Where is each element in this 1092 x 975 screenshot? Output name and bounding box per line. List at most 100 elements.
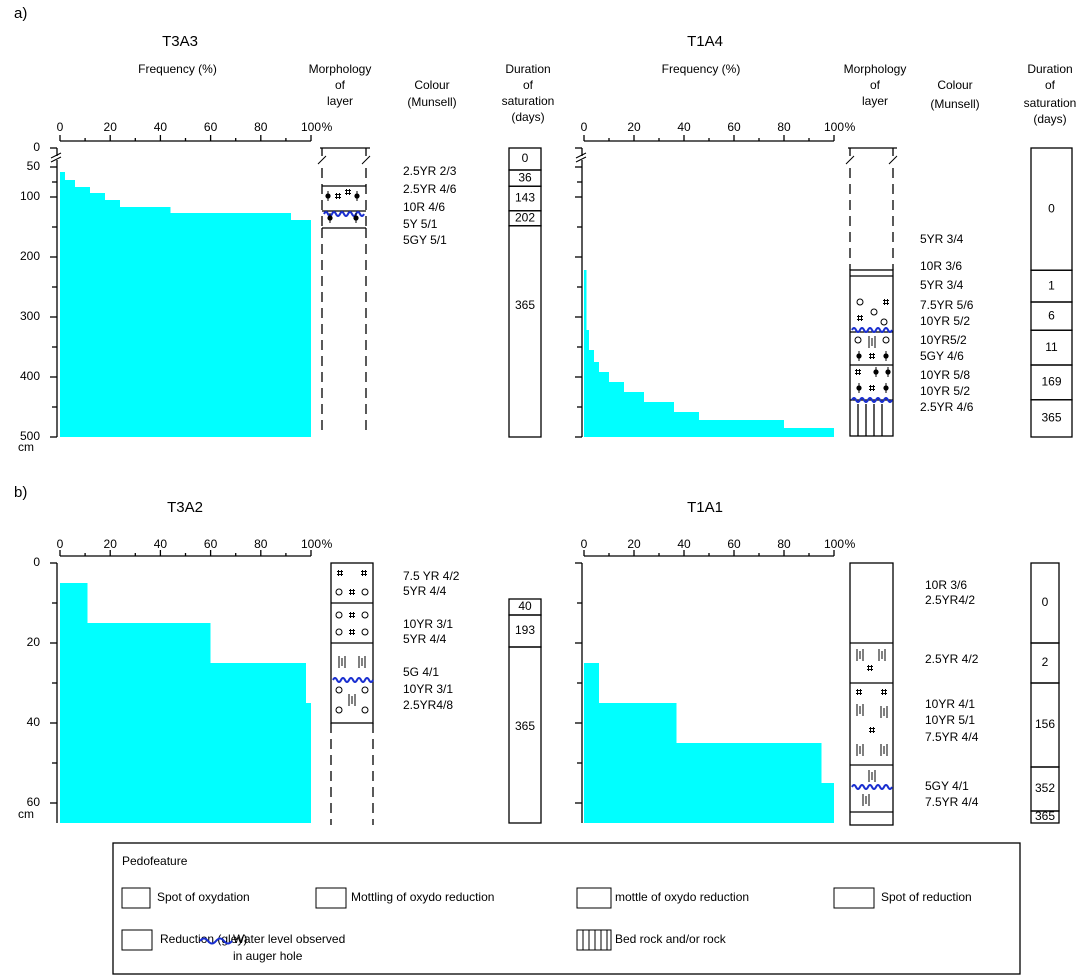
x-axis-title: Frequency (%) (138, 62, 217, 76)
morphology-header: layer (327, 94, 353, 108)
frequency-step (584, 270, 587, 330)
legend-symbol (577, 930, 611, 950)
x-tick-label: 100 (824, 120, 844, 134)
axis-break (318, 156, 370, 164)
munsell-colour: 5YR 4/4 (403, 632, 447, 646)
frequency-step (60, 207, 170, 213)
x-tick-label: 100 (301, 120, 321, 134)
saturation-days: 6 (1048, 308, 1055, 322)
duration-header: (days) (511, 110, 544, 124)
frequency-step (584, 362, 599, 372)
symbol (361, 570, 367, 576)
legend-symbol (583, 930, 607, 950)
frequency-step (584, 783, 834, 823)
munsell-colour: 2.5YR4/8 (403, 698, 453, 712)
frequency-step (60, 583, 88, 623)
symbol (337, 570, 343, 576)
panel-label: a) (14, 5, 27, 22)
symbol (345, 189, 351, 195)
duration-header: of (523, 78, 534, 92)
y-tick-label: 200 (20, 249, 40, 263)
munsell-colour: 2.5YR 4/6 (920, 400, 974, 414)
frequency-step (60, 187, 90, 193)
saturation-days: 0 (1042, 595, 1049, 609)
duration-header: Duration (505, 62, 550, 76)
morphology-header: of (870, 78, 881, 92)
saturation-days: 365 (515, 719, 535, 733)
x-tick-label: 40 (677, 120, 691, 134)
symbol (855, 369, 861, 375)
symbol (857, 704, 863, 716)
munsell-colour: 2.5YR 2/3 (403, 164, 457, 178)
frequency-step (60, 172, 65, 180)
y-tick-label: 50 (27, 159, 41, 173)
x-tick-label: 40 (677, 537, 691, 551)
symbol (869, 770, 875, 782)
legend-label: Spot of oxydation (157, 890, 250, 904)
frequency-step (60, 623, 211, 663)
munsell-colour: 5GY 4/6 (920, 349, 964, 363)
x-tick-label: 20 (104, 120, 118, 134)
frequency-step (584, 412, 699, 420)
symbol (362, 707, 368, 713)
duration-header: saturation (502, 94, 555, 108)
panel-label: b) (14, 484, 27, 501)
munsell-colour: 7.5YR 4/4 (925, 730, 979, 744)
x-tick-label: 20 (627, 537, 641, 551)
colour-header: Colour (414, 78, 449, 92)
y-tick-label: 40 (27, 715, 41, 729)
munsell-colour: 10R 3/6 (925, 578, 967, 592)
symbol (879, 649, 885, 661)
symbol (362, 687, 368, 693)
figure: a) b) Pedofeature Spot of oxydation Mott… (0, 0, 1092, 975)
legend-label: in auger hole (233, 949, 303, 963)
frequency-step (584, 428, 834, 437)
munsell-colour: 7.5YR 5/6 (920, 298, 974, 312)
munsell-colour: 5GY 4/1 (925, 779, 969, 793)
munsell-colour: 2.5YR 4/2 (925, 652, 979, 666)
colour-header: Colour (937, 78, 972, 92)
axis-break (846, 156, 897, 164)
saturation-days: 193 (515, 623, 535, 637)
frequency-step (584, 382, 624, 392)
water-level (333, 678, 373, 682)
x-tick-label: 80 (254, 537, 268, 551)
x-tick-label: 60 (204, 120, 218, 134)
munsell-colour: 10YR 4/1 (925, 697, 975, 711)
y-tick-label: 0 (33, 140, 40, 154)
y-tick-label: 20 (27, 635, 41, 649)
symbol (883, 337, 889, 343)
symbol (349, 629, 355, 635)
symbol (336, 589, 342, 595)
symbol (362, 589, 368, 595)
frequency-step (584, 743, 822, 783)
x-unit: % (322, 537, 333, 551)
x-unit: % (322, 120, 333, 134)
x-tick-label: 60 (727, 120, 741, 134)
x-tick-label: 100 (301, 537, 321, 551)
symbol (869, 353, 875, 359)
x-unit: % (845, 120, 856, 134)
symbol (869, 727, 875, 733)
symbol (855, 337, 861, 343)
symbol (881, 689, 887, 695)
symbol (857, 649, 863, 661)
symbol (362, 629, 368, 635)
y-tick-label: 300 (20, 309, 40, 323)
munsell-colour: 2.5YR 4/6 (403, 182, 457, 196)
munsell-colour: 10YR 5/2 (920, 384, 970, 398)
x-tick-label: 80 (777, 120, 791, 134)
legend: Pedofeature Spot of oxydation Mottling o… (113, 843, 1020, 974)
duration-header: saturation (1024, 96, 1077, 110)
morphology-header: layer (862, 94, 888, 108)
legend-symbol (316, 888, 346, 908)
munsell-colour: 7.5YR 4/4 (925, 795, 979, 809)
symbol (359, 656, 365, 668)
saturation-days: 1 (1048, 278, 1055, 292)
symbol (871, 309, 877, 315)
frequency-step (60, 193, 105, 200)
water-level (852, 785, 892, 789)
x-axis-title: Frequency (%) (662, 62, 741, 76)
saturation-days: 352 (1035, 781, 1055, 795)
symbol (349, 612, 355, 618)
